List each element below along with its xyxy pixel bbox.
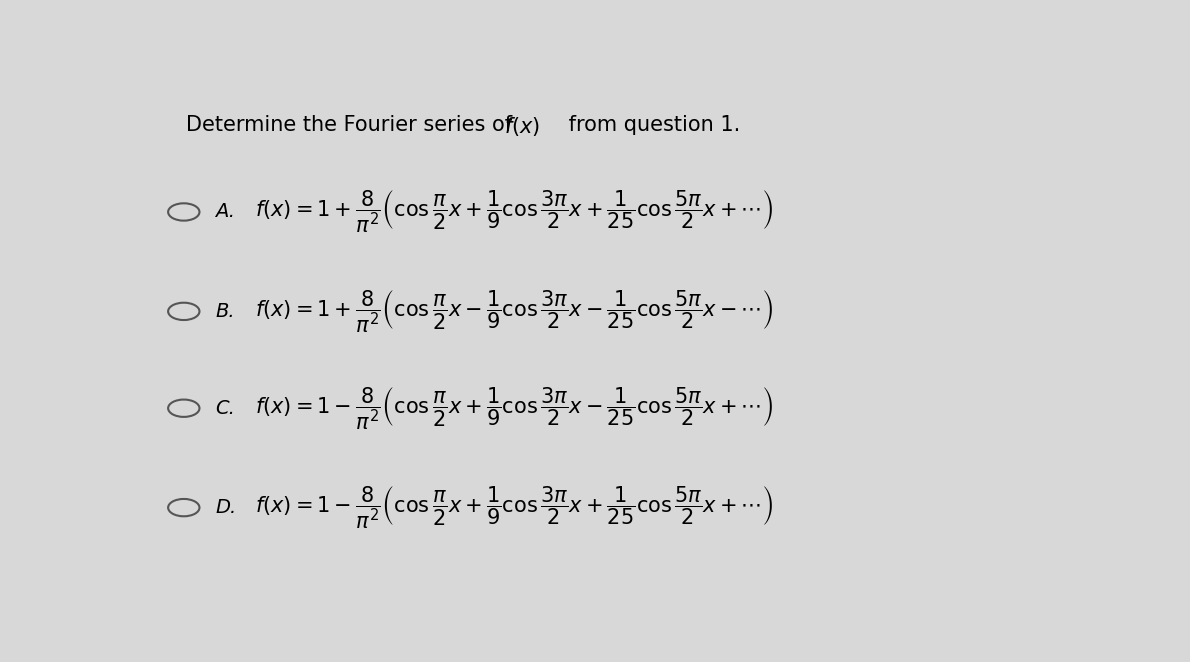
Text: Determine the Fourier series of: Determine the Fourier series of <box>186 115 519 135</box>
Text: D.: D. <box>215 498 237 517</box>
Text: $f(x) = 1 + \dfrac{8}{\pi^2}\left(\cos\dfrac{\pi}{2}x - \dfrac{1}{9}\cos\dfrac{3: $f(x) = 1 + \dfrac{8}{\pi^2}\left(\cos\d… <box>255 288 774 335</box>
Text: $f(x) = 1 + \dfrac{8}{\pi^2}\left(\cos\dfrac{\pi}{2}x + \dfrac{1}{9}\cos\dfrac{3: $f(x) = 1 + \dfrac{8}{\pi^2}\left(\cos\d… <box>255 189 774 235</box>
Text: $f(x) = 1 - \dfrac{8}{\pi^2}\left(\cos\dfrac{\pi}{2}x + \dfrac{1}{9}\cos\dfrac{3: $f(x) = 1 - \dfrac{8}{\pi^2}\left(\cos\d… <box>255 485 774 531</box>
Text: from question 1.: from question 1. <box>562 115 740 135</box>
Text: C.: C. <box>215 399 236 418</box>
Text: $f(x) = 1 - \dfrac{8}{\pi^2}\left(\cos\dfrac{\pi}{2}x + \dfrac{1}{9}\cos\dfrac{3: $f(x) = 1 - \dfrac{8}{\pi^2}\left(\cos\d… <box>255 385 774 432</box>
Text: B.: B. <box>215 302 234 321</box>
Text: A.: A. <box>215 203 236 222</box>
Text: $f(x)$: $f(x)$ <box>503 115 540 138</box>
